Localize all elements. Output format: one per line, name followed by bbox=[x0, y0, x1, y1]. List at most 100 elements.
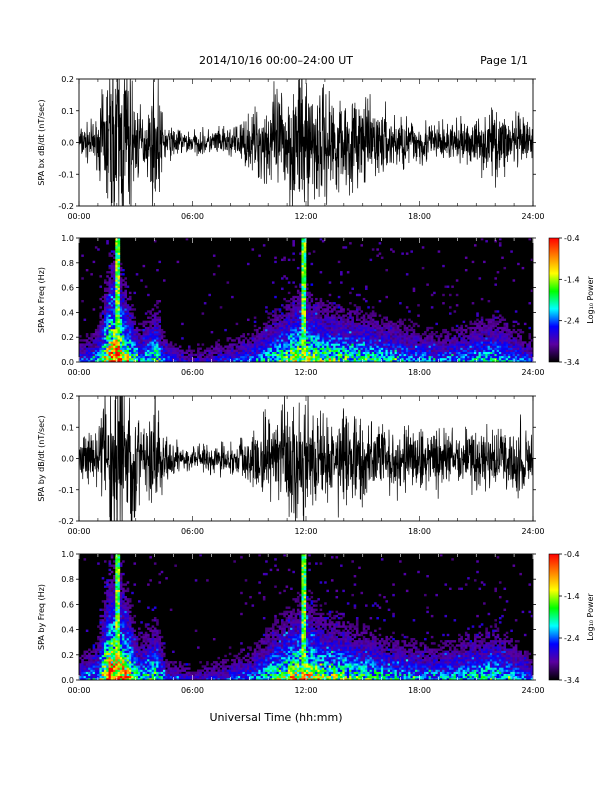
spectrogram-cell bbox=[274, 353, 277, 357]
spectrogram-cell bbox=[383, 353, 386, 357]
spectrogram-cell bbox=[426, 351, 429, 355]
spectrogram-cell bbox=[119, 302, 123, 305]
spectrogram-cell bbox=[149, 331, 152, 334]
spectrogram-cell bbox=[110, 589, 114, 593]
spectrogram-cell bbox=[167, 359, 171, 362]
spectrogram-cell bbox=[99, 351, 102, 355]
spectrogram-cell bbox=[342, 320, 345, 324]
spectrogram-cell bbox=[83, 677, 87, 680]
page-number: Page 1/1 bbox=[480, 54, 528, 67]
spectrogram-cell bbox=[113, 264, 116, 268]
spectrogram-cell bbox=[371, 306, 375, 309]
spectrogram-cell bbox=[147, 345, 150, 348]
spectrogram-cell bbox=[101, 667, 105, 670]
spectrogram-cell bbox=[94, 333, 98, 336]
spectrogram-cell bbox=[119, 351, 123, 355]
spectrogram-cell bbox=[498, 349, 502, 352]
spectrogram-cell bbox=[358, 347, 361, 350]
spectrogram-cell bbox=[110, 598, 114, 601]
spectrogram-cell bbox=[365, 300, 368, 303]
spectrogram-cell bbox=[108, 593, 112, 597]
spectrogram-cell bbox=[326, 339, 329, 342]
spectrogram-cell bbox=[358, 312, 361, 315]
spectrogram-cell bbox=[140, 341, 143, 344]
spectrogram-cell bbox=[88, 349, 91, 352]
spectrogram-cell bbox=[294, 343, 298, 346]
spectrogram-cell bbox=[281, 328, 284, 332]
spectrogram-cell bbox=[246, 347, 250, 350]
spectrogram-cell bbox=[451, 337, 454, 340]
spectrogram-cell bbox=[369, 326, 373, 330]
spectrogram-cell bbox=[94, 663, 98, 666]
spectrogram-cell bbox=[444, 285, 448, 288]
spectrogram-cell bbox=[99, 675, 102, 679]
spectrogram-cell bbox=[108, 665, 112, 668]
spectrogram-cell bbox=[328, 353, 332, 357]
spectrogram-cell bbox=[92, 351, 96, 355]
spectrogram-cell bbox=[103, 353, 107, 357]
spectrogram-cell bbox=[271, 326, 275, 330]
spectrogram-cell bbox=[376, 335, 379, 338]
spectrogram-cell bbox=[124, 357, 127, 361]
spectrogram-cell bbox=[244, 359, 248, 362]
spectrogram-cell bbox=[496, 347, 500, 350]
spectrogram-cell bbox=[453, 359, 457, 362]
spectrogram-cell bbox=[367, 357, 370, 361]
spectrogram-cell bbox=[117, 289, 121, 293]
spectrogram-cell bbox=[337, 295, 341, 299]
spectrogram-cell bbox=[281, 339, 284, 342]
spectrogram-cell bbox=[399, 353, 402, 357]
spectrogram-cell bbox=[337, 341, 341, 344]
spectrogram-cell bbox=[444, 331, 448, 334]
spectrogram-cell bbox=[97, 357, 100, 361]
spectrogram-cell bbox=[362, 347, 366, 350]
spectrogram-cell bbox=[117, 677, 121, 680]
spectrogram-cell bbox=[119, 614, 123, 618]
spectrogram-cell bbox=[324, 328, 327, 332]
spectrogram-cell bbox=[110, 669, 114, 672]
spectrogram-cell bbox=[246, 349, 250, 352]
spectrogram-cell bbox=[365, 335, 368, 338]
spectrogram-cell bbox=[176, 351, 180, 355]
spectrogram-cell bbox=[142, 333, 146, 336]
spectrogram-cell bbox=[83, 654, 87, 658]
spectrogram-cell bbox=[380, 335, 384, 338]
spectrogram-cell bbox=[158, 357, 162, 361]
spectrogram-cell bbox=[498, 335, 502, 338]
spectrogram-cell bbox=[138, 357, 141, 361]
spectrogram-cell bbox=[315, 341, 318, 344]
spectrogram-cell bbox=[246, 318, 250, 321]
spectrogram-cell bbox=[117, 669, 121, 672]
spectrogram-cell bbox=[131, 324, 134, 328]
spectrogram-cell bbox=[133, 359, 137, 362]
spectrogram-cell bbox=[512, 343, 516, 346]
spectrogram-cell bbox=[424, 333, 427, 336]
spectrogram-cell bbox=[303, 343, 307, 346]
spectrogram-cell bbox=[283, 333, 286, 336]
spectrogram-cell bbox=[124, 291, 127, 295]
spectrogram-cell bbox=[119, 562, 123, 565]
spectrogram-cell bbox=[290, 353, 293, 357]
spectrogram-cell bbox=[115, 579, 118, 582]
spectrogram-cell bbox=[103, 623, 107, 626]
spectrogram-cell bbox=[110, 322, 114, 326]
spectrogram-cell bbox=[346, 359, 350, 362]
spectrogram-cell bbox=[501, 357, 504, 361]
spectrogram-cell bbox=[349, 339, 352, 342]
spectrogram-cell bbox=[458, 326, 461, 330]
spectrogram-cell bbox=[228, 355, 232, 359]
spectrogram-cell bbox=[110, 355, 114, 359]
spectrogram-cell bbox=[451, 328, 454, 332]
spectrogram-cell bbox=[294, 322, 298, 326]
spectrogram-cell bbox=[142, 353, 146, 357]
spectrogram-cell bbox=[103, 281, 107, 284]
spectrogram-cell bbox=[140, 322, 143, 326]
spectrogram-cell bbox=[88, 663, 91, 666]
spectrogram-cell bbox=[326, 308, 329, 311]
spectrogram-cell bbox=[158, 328, 162, 332]
spectrogram-cell bbox=[414, 357, 418, 361]
spectrogram-cell bbox=[117, 275, 121, 278]
spectrogram-cell bbox=[265, 355, 268, 359]
spectrogram-cell bbox=[433, 349, 436, 352]
spectrogram-cell bbox=[349, 353, 352, 357]
